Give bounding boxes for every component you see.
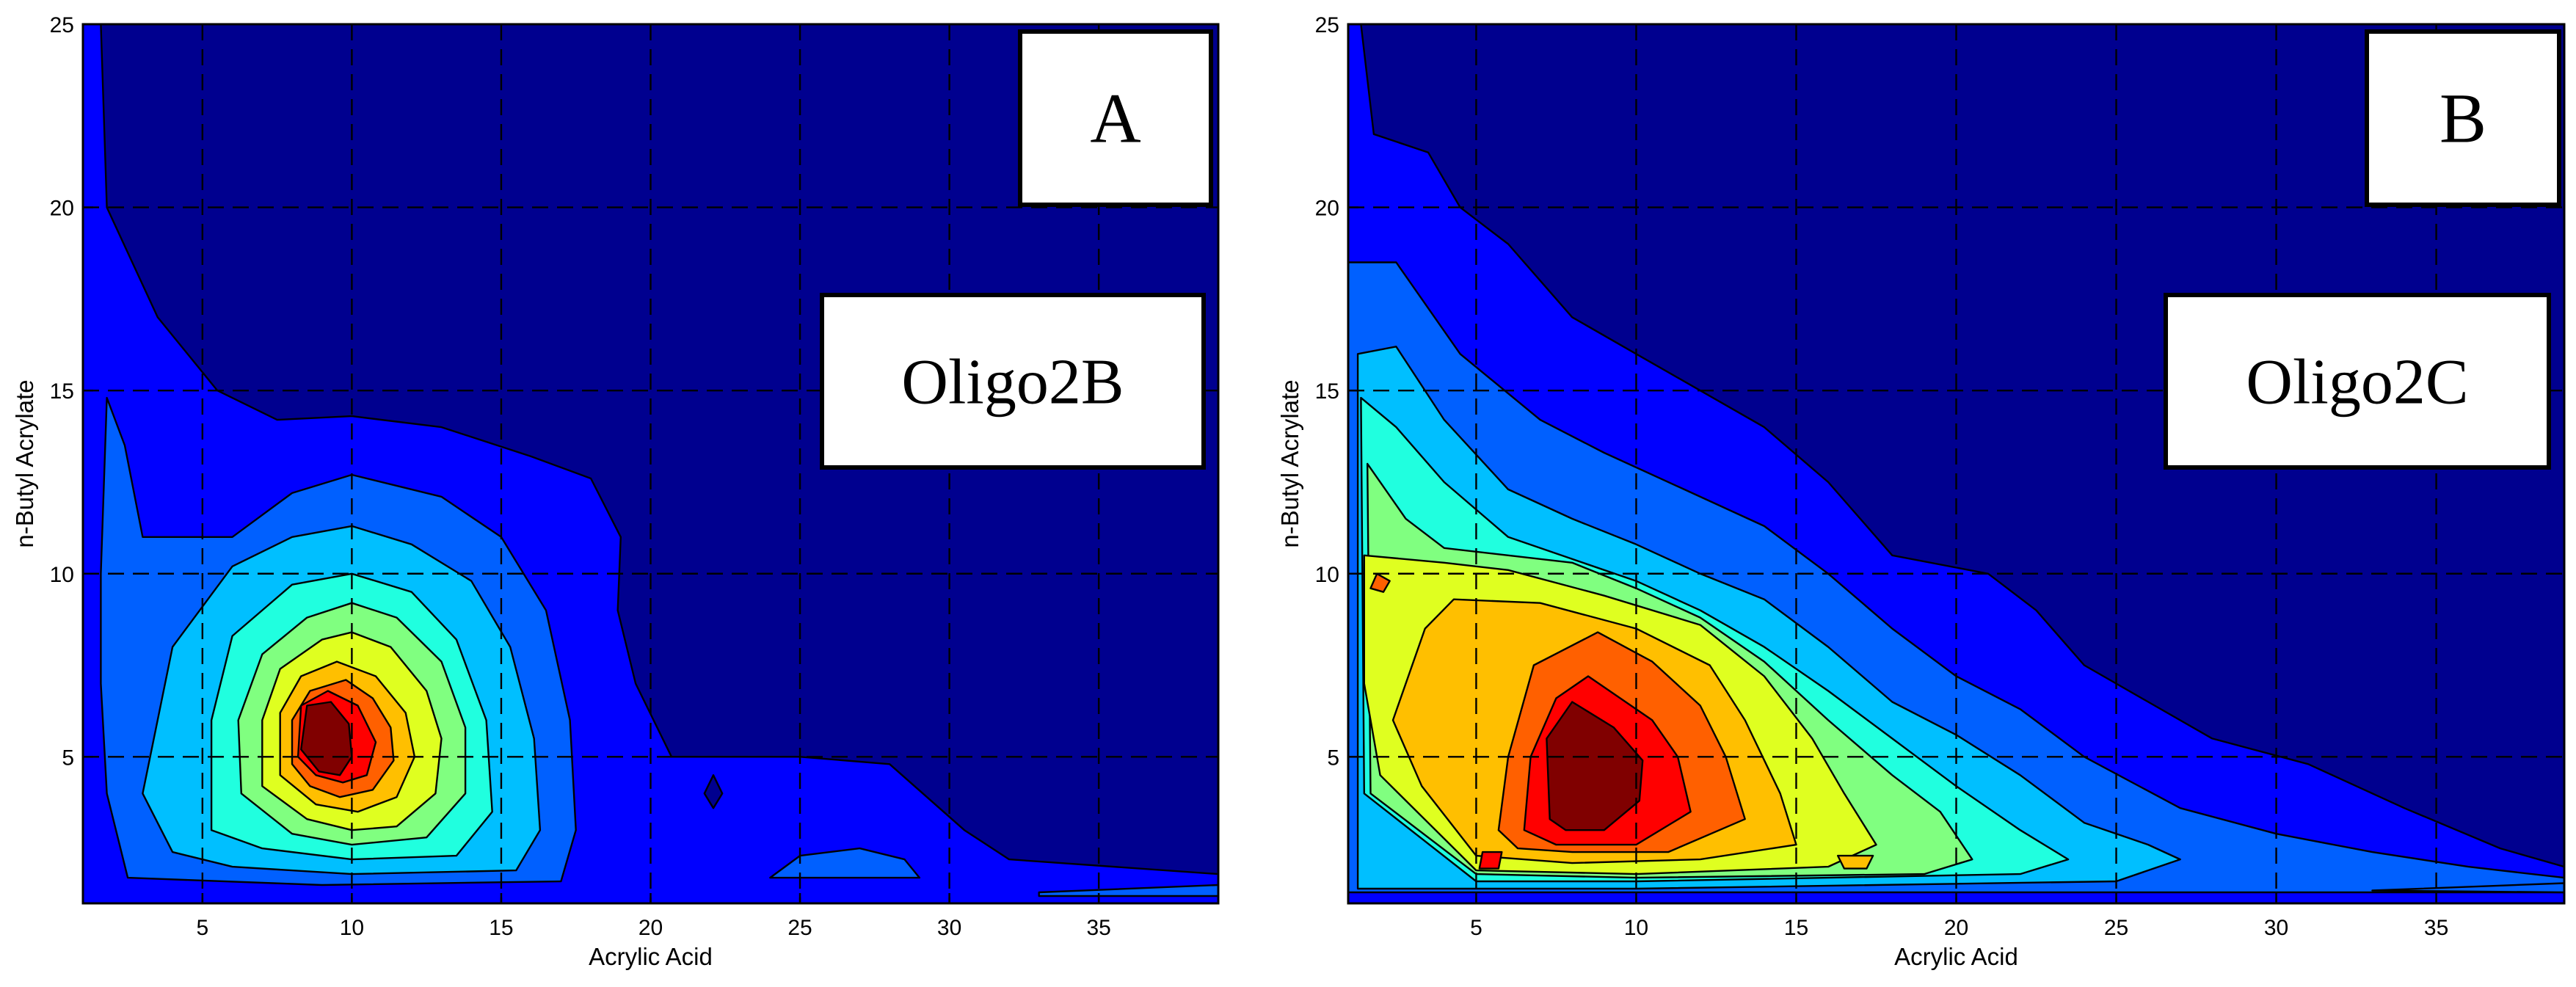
y-tick-label: 15 [50, 379, 74, 404]
x-tick-label: 35 [2424, 916, 2448, 940]
panel-letter-box-text: B [2439, 79, 2486, 158]
y-tick-label: 10 [50, 563, 74, 587]
y-tick-label: 25 [1315, 13, 1339, 37]
sample-label-box-text: Oligo2B [901, 346, 1124, 418]
contour-island [1836, 854, 1874, 870]
panel-letter-box: B [2365, 29, 2561, 207]
panel-letter-box: A [1018, 29, 1213, 207]
y-tick-label: 25 [50, 13, 74, 37]
x-axis-label: Acrylic Acid [1894, 943, 2018, 970]
x-tick-label: 20 [1944, 916, 1968, 940]
x-tick-label: 10 [1624, 916, 1648, 940]
x-axis-label: Acrylic Acid [589, 943, 713, 970]
x-tick-label: 15 [489, 916, 513, 940]
x-tick-label: 25 [2104, 916, 2128, 940]
x-tick-label: 35 [1086, 916, 1110, 940]
y-tick-label: 10 [1315, 563, 1339, 587]
x-tick-label: 5 [196, 916, 208, 940]
y-tick-label: 20 [1315, 197, 1339, 221]
x-tick-label: 20 [638, 916, 663, 940]
y-tick-label: 5 [1327, 746, 1339, 770]
contour-island [769, 847, 921, 879]
y-axis-label: n-Butyl Acrylate [11, 379, 38, 547]
y-tick-label: 20 [50, 197, 74, 221]
y-tick-label: 5 [62, 746, 74, 770]
contour-island [2371, 882, 2564, 894]
contour-island [1369, 572, 1391, 593]
y-tick-label: 15 [1315, 379, 1339, 404]
x-tick-label: 15 [1784, 916, 1808, 940]
x-tick-label: 30 [937, 916, 961, 940]
sample-label-box-text: Oligo2C [2246, 346, 2468, 418]
panel-b: 5 10 15 20 25 30 35 5 10 15 20 25 Acrylic Acid n-Buty… [1276, 13, 2566, 970]
x-tick-label: 25 [787, 916, 812, 940]
y-axis-label: n-Butyl Acrylate [1276, 379, 1303, 547]
contour-level-10 [1546, 701, 1644, 831]
sample-label-box: Oligo2B [820, 293, 1206, 470]
sample-label-box: Oligo2C [2164, 293, 2551, 470]
contour-island [1038, 884, 1218, 897]
x-tick-label: 5 [1470, 916, 1482, 940]
x-tick-label: 30 [2264, 916, 2288, 940]
x-tick-label: 10 [340, 916, 364, 940]
contour-island [703, 774, 724, 809]
contour-island [1478, 851, 1503, 870]
panel-letter-box-text: A [1090, 79, 1140, 158]
panel-a: 5 10 15 20 25 30 35 5 10 15 20 25 Acrylic Acid n-Buty… [11, 13, 1220, 970]
